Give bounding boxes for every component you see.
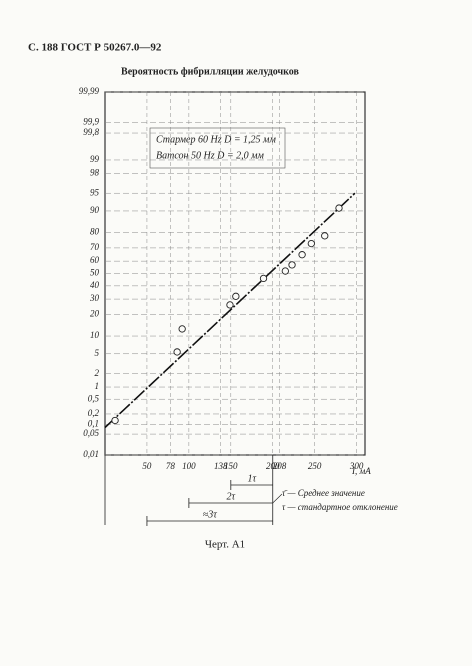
y-tick-label: 99,99 bbox=[79, 86, 100, 96]
data-point bbox=[307, 239, 315, 248]
span-label: 2τ bbox=[227, 491, 236, 502]
data-point bbox=[226, 301, 234, 309]
y-tick-label: 5 bbox=[95, 348, 100, 358]
y-tick-label: 30 bbox=[89, 293, 100, 303]
data-point bbox=[259, 274, 268, 283]
caption: Черт. А1 bbox=[205, 539, 245, 551]
y-tick-label: 50 bbox=[90, 268, 100, 278]
y-tick-label: 99,8 bbox=[83, 127, 99, 137]
y-tick-label: 0,1 bbox=[88, 418, 99, 428]
y-tick-label: 0,5 bbox=[88, 393, 100, 403]
y-tick-label: 1 bbox=[95, 381, 100, 391]
y-tick-label: 20 bbox=[90, 309, 100, 319]
data-point bbox=[298, 251, 306, 259]
y-tick-label: 2 bbox=[95, 368, 100, 378]
x-axis-label: I, мА bbox=[351, 466, 371, 476]
span-label: 1τ bbox=[247, 473, 256, 484]
y-tick-label: 10 bbox=[90, 330, 100, 340]
y-tick-label: 90 bbox=[90, 205, 100, 215]
data-point bbox=[111, 416, 119, 425]
legend-entry: Ватсон 50 Hz D = 2,0 мм bbox=[156, 150, 264, 161]
x-tick-label: 50 bbox=[142, 461, 152, 471]
data-point bbox=[335, 204, 343, 212]
x-tick-label: 250 bbox=[308, 461, 322, 471]
y-tick-label: 0,05 bbox=[83, 428, 99, 438]
note: τ — стандартное отклонение bbox=[282, 502, 398, 512]
y-tick-label: 80 bbox=[90, 226, 100, 236]
y-tick-label: 0,2 bbox=[88, 408, 100, 418]
x-tick-label: 100 bbox=[182, 461, 196, 471]
data-point bbox=[288, 261, 296, 269]
y-tick-label: 60 bbox=[90, 255, 100, 265]
x-tick-label: 300 bbox=[349, 461, 364, 471]
y-tick-label: 95 bbox=[90, 187, 100, 197]
x-tick-label: 78 bbox=[166, 461, 176, 471]
y-tick-label: 99 bbox=[90, 154, 100, 164]
data-point bbox=[178, 325, 186, 333]
span-label: ≈3τ bbox=[203, 509, 217, 520]
y-tick-label: 70 bbox=[90, 242, 100, 252]
x-tick-label: 208 bbox=[273, 461, 287, 471]
y-tick-label: 99,9 bbox=[83, 117, 99, 127]
x-tick-label: 138 bbox=[214, 461, 228, 471]
note-leader bbox=[272, 493, 283, 504]
data-point bbox=[232, 292, 240, 300]
legend-box bbox=[149, 127, 286, 169]
data-point bbox=[321, 232, 329, 240]
y-tick-label: 40 bbox=[90, 280, 100, 290]
chart-title: Вероятность фибрилляции желудочков bbox=[121, 66, 299, 77]
fit-line bbox=[104, 192, 356, 429]
legend-entry: Стармер 60 Hz D = 1,25 мм bbox=[156, 134, 276, 145]
page-header: С. 188 ГОСТ Р 50267.0—92 bbox=[28, 42, 162, 54]
note: τ̄ — Среднее значение bbox=[282, 488, 365, 498]
data-point bbox=[173, 348, 181, 356]
y-tick-label: 98 bbox=[90, 167, 100, 177]
x-tick-label: 150 bbox=[224, 461, 238, 471]
y-tick-label: 0,01 bbox=[83, 449, 99, 459]
data-point bbox=[281, 267, 289, 275]
